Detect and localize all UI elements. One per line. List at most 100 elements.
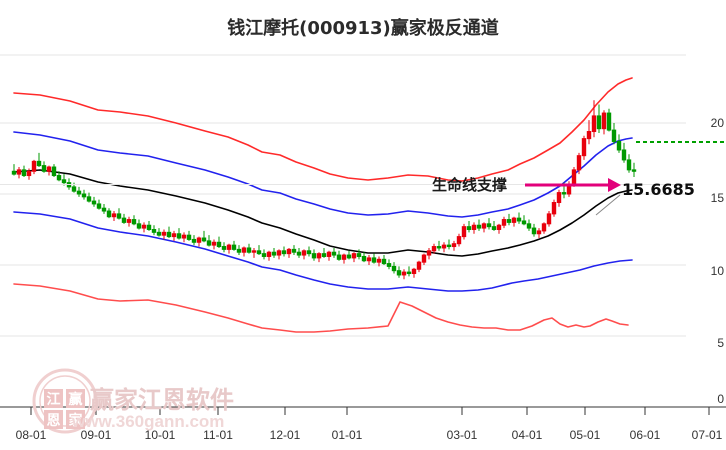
candle-body — [126, 219, 132, 223]
candle-body — [91, 200, 97, 205]
candle-body — [366, 257, 372, 262]
candle-body — [461, 226, 467, 238]
candle-body — [441, 244, 447, 249]
candlestick-series — [11, 100, 637, 280]
candle-body — [241, 247, 247, 253]
candle-body — [186, 234, 192, 240]
candle-body — [491, 226, 497, 231]
candle-body — [236, 248, 242, 253]
candle-body — [121, 217, 127, 223]
candle-body — [166, 231, 172, 238]
candle-body — [261, 253, 267, 257]
candle-body — [551, 202, 557, 215]
candle-body — [431, 246, 437, 252]
x-axis-label-04-01: 04-01 — [511, 428, 543, 442]
candle-body — [191, 238, 197, 243]
page-title: 钱江摩托(000913)赢家极反通道 — [227, 18, 499, 39]
candle-body — [391, 265, 397, 272]
candle-body — [256, 250, 262, 255]
candle-body — [131, 219, 137, 225]
candle-body — [61, 179, 67, 184]
x-axis-label-12-01: 12-01 — [269, 428, 301, 442]
candle-body — [151, 229, 157, 233]
candle-body — [586, 131, 592, 140]
candle-body — [201, 237, 207, 242]
annotation-leader-line — [595, 194, 621, 216]
candle-body — [556, 192, 562, 204]
x-axis-label-05-01: 05-01 — [569, 428, 601, 442]
candle-body — [606, 112, 612, 131]
candle-body — [401, 271, 407, 276]
candle-body — [226, 244, 232, 250]
candle-body — [11, 170, 17, 175]
candle-body — [436, 246, 442, 249]
y-axis-label-20: 20 — [710, 116, 724, 130]
candle-body — [531, 227, 537, 235]
candle-body — [561, 192, 567, 195]
candle-body — [231, 244, 237, 250]
candle-body — [181, 234, 187, 239]
support-line-annotation: 生命线支撑 — [432, 176, 508, 194]
candle-body — [31, 160, 37, 172]
candle-body — [591, 115, 597, 133]
candle-body — [156, 231, 162, 236]
channel-line-upper_band — [13, 77, 633, 182]
channel-line-lower_mid_band — [13, 211, 633, 292]
candle-body — [601, 112, 607, 130]
y-axis-label-10: 10 — [710, 264, 724, 278]
candle-body — [111, 213, 117, 218]
candle-body — [336, 254, 342, 260]
candle-body — [296, 251, 302, 256]
candle-body — [26, 170, 32, 177]
candle-body — [311, 253, 317, 259]
candle-body — [341, 254, 347, 260]
candle-body — [451, 243, 457, 248]
candle-body — [631, 169, 637, 172]
annotation-arrow-head — [608, 178, 621, 192]
candle-body — [211, 241, 217, 246]
channel-line-lower_band — [13, 283, 629, 333]
candle-body — [271, 251, 277, 256]
candle-body — [76, 190, 82, 195]
candle-body — [471, 224, 477, 231]
candle-body — [511, 217, 517, 223]
candle-body — [416, 261, 422, 270]
candle-body — [476, 224, 482, 229]
candle-body — [306, 250, 312, 255]
candle-body — [86, 196, 92, 202]
candle-body — [221, 246, 227, 250]
candle-body — [316, 253, 322, 259]
x-axis-label-07-01: 07-01 — [691, 428, 723, 442]
candle-body — [106, 210, 112, 218]
candle-body — [621, 149, 627, 161]
candle-body — [216, 241, 222, 248]
x-axis-label-11-01: 11-01 — [203, 428, 233, 442]
candle-body — [421, 254, 427, 263]
candle-body — [496, 224, 502, 231]
x-axis-label-10-01: 10-01 — [144, 428, 176, 442]
candle-body — [46, 166, 52, 172]
candle-body — [571, 169, 577, 185]
candle-body — [616, 140, 622, 151]
candle-body — [276, 250, 282, 256]
candle-body — [16, 169, 22, 175]
candle-body — [516, 217, 522, 222]
candle-body — [246, 247, 252, 253]
candle-body — [611, 129, 617, 142]
candle-body — [426, 250, 432, 256]
candle-body — [266, 251, 272, 257]
candle-body — [521, 220, 527, 225]
plot-background — [0, 55, 726, 407]
candle-body — [56, 175, 62, 181]
candle-body — [176, 233, 182, 239]
candle-body — [446, 244, 452, 248]
candle-body — [346, 254, 352, 259]
candle-body — [371, 257, 377, 263]
candle-body — [136, 223, 142, 229]
x-axis-label-01-01: 01-01 — [331, 428, 363, 442]
candle-body — [291, 248, 297, 253]
x-axis-label-03-01: 03-01 — [446, 428, 478, 442]
candle-body — [146, 224, 152, 231]
candle-body — [576, 155, 582, 171]
